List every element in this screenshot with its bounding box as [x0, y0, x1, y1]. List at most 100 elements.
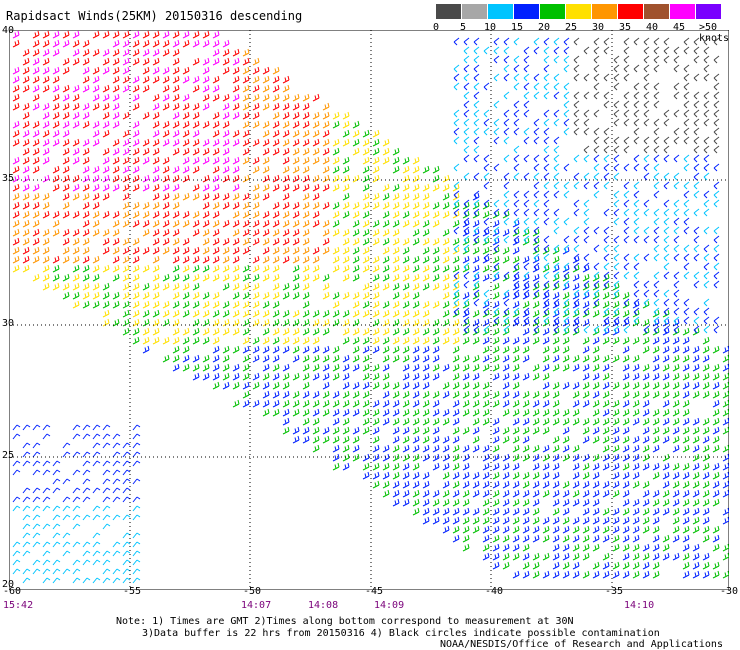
wind-barb: [653, 208, 660, 217]
wind-barb: [522, 498, 530, 507]
wind-barb: [402, 273, 410, 282]
wind-barb: [112, 111, 120, 120]
wind-barb: [22, 541, 31, 548]
wind-barb: [602, 561, 610, 570]
wind-barb: [623, 46, 630, 55]
wind-barb: [352, 390, 360, 399]
wind-barb: [533, 37, 540, 46]
wind-barb: [462, 543, 470, 552]
wind-barb: [262, 300, 270, 309]
wind-barb: [603, 127, 610, 136]
wind-barb: [663, 217, 670, 226]
wind-barb: [392, 345, 400, 354]
wind-barb: [342, 183, 350, 192]
wind-barb: [162, 309, 170, 318]
wind-barb: [172, 264, 180, 273]
wind-barb: [122, 442, 131, 449]
wind-barb: [713, 262, 720, 271]
wind-barb: [292, 426, 300, 435]
wind-barb: [672, 480, 680, 489]
wind-barb: [683, 190, 690, 199]
wind-barb: [142, 219, 150, 228]
wind-barb: [683, 316, 690, 325]
wind-barb: [262, 390, 270, 399]
wind-barb: [372, 462, 380, 471]
wind-barb: [462, 525, 470, 534]
wind-barb: [92, 255, 100, 264]
wind-barb: [553, 118, 560, 127]
wind-barb: [693, 127, 700, 136]
wind-barb: [542, 525, 550, 534]
wind-barb: [442, 228, 450, 237]
wind-barb: [722, 570, 729, 579]
wind-barb: [332, 300, 340, 309]
wind-barb: [202, 192, 210, 201]
wind-barb: [462, 534, 470, 543]
wind-barb: [302, 192, 310, 201]
wind-barb: [402, 390, 410, 399]
wind-barb: [362, 210, 370, 219]
wind-barb: [302, 183, 310, 192]
wind-barb: [292, 120, 300, 129]
wind-barb: [623, 118, 630, 127]
wind-barb: [12, 66, 20, 75]
wind-barb: [582, 435, 590, 444]
wind-barb: [92, 442, 101, 449]
wind-barb: [262, 345, 270, 354]
wind-barb: [422, 381, 430, 390]
wind-barb: [202, 300, 210, 309]
wind-barb: [112, 57, 120, 66]
wind-barb: [613, 55, 620, 64]
wind-barb: [602, 408, 610, 417]
wind-barb: [112, 451, 121, 458]
wind-barb: [392, 147, 400, 156]
wind-barb: [372, 480, 380, 489]
wind-barb: [553, 298, 560, 307]
wind-barb: [172, 219, 180, 228]
wind-barb: [302, 219, 310, 228]
wind-barb: [492, 426, 500, 435]
wind-barb: [302, 228, 310, 237]
wind-barb: [592, 480, 600, 489]
wind-barb: [703, 55, 710, 64]
wind-barb: [392, 201, 400, 210]
wind-barb: [622, 399, 630, 408]
wind-barb: [643, 73, 650, 82]
wind-barb: [92, 559, 101, 566]
wind-barb: [422, 372, 430, 381]
wind-barb: [662, 489, 670, 498]
wind-barb: [162, 201, 170, 210]
wind-barb: [532, 516, 540, 525]
wind-barb: [102, 183, 110, 192]
wind-barb: [522, 552, 530, 561]
wind-barb: [142, 264, 150, 273]
legend-label: 30: [591, 22, 605, 33]
wind-barb: [392, 273, 400, 282]
wind-barb: [642, 480, 650, 489]
wind-barb: [552, 534, 560, 543]
wind-barb: [562, 489, 570, 498]
wind-barb: [122, 183, 130, 192]
wind-barb: [352, 435, 360, 444]
wind-barb: [602, 291, 610, 300]
wind-barb: [613, 235, 620, 244]
wind-barb: [12, 460, 21, 467]
wind-barb: [653, 55, 660, 64]
wind-barb: [703, 37, 710, 46]
wind-barb: [22, 460, 31, 467]
wind-barb: [72, 514, 81, 521]
wind-barb: [72, 568, 81, 575]
wind-barb: [552, 453, 560, 462]
wind-barb: [92, 192, 100, 201]
wind-barb: [632, 507, 640, 516]
wind-barb: [593, 262, 600, 271]
wind-barb: [12, 165, 20, 174]
wind-barb: [22, 48, 30, 57]
wind-barb: [722, 390, 729, 399]
wind-barb: [513, 37, 520, 46]
wind-barb: [613, 316, 620, 325]
wind-barb: [643, 154, 650, 163]
wind-barb: [613, 64, 620, 73]
wind-barb: [322, 435, 330, 444]
wind-barb: [412, 327, 420, 336]
